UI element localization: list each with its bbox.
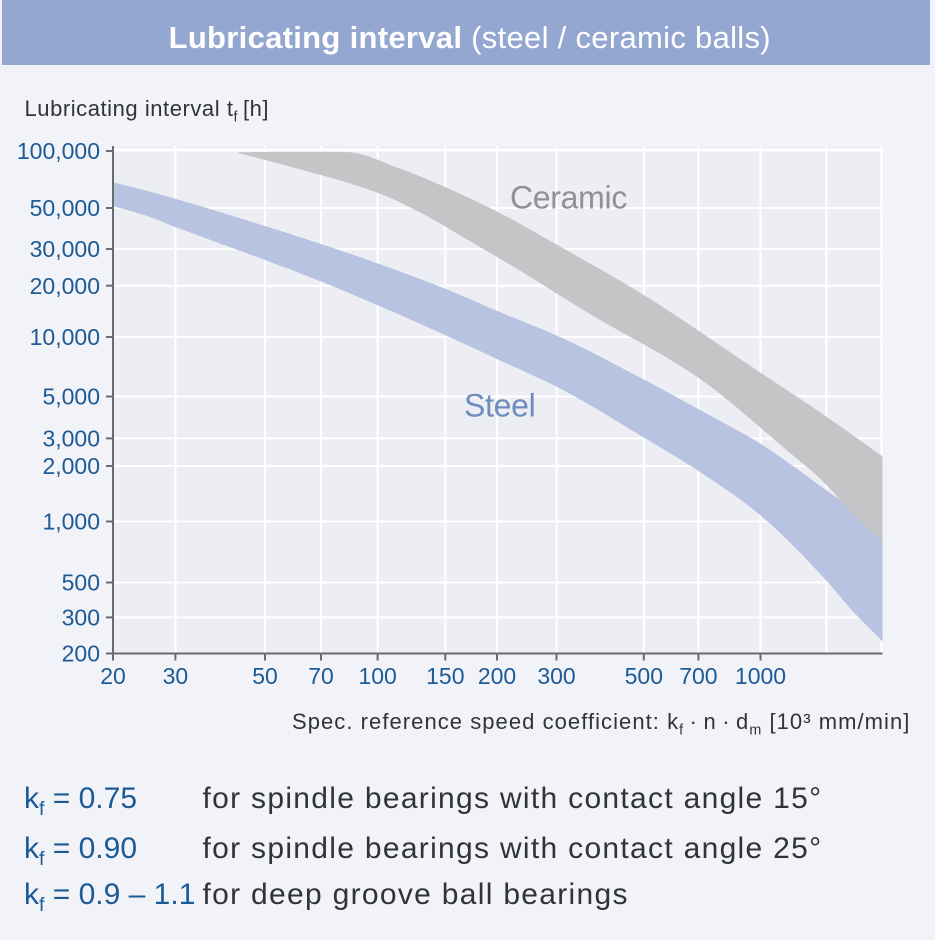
svg-text:50,000: 50,000 bbox=[30, 195, 100, 221]
svg-text:70: 70 bbox=[308, 663, 334, 689]
svg-text:20,000: 20,000 bbox=[30, 273, 100, 299]
svg-text:2,000: 2,000 bbox=[42, 453, 100, 479]
svg-text:3,000: 3,000 bbox=[42, 426, 100, 452]
svg-text:700: 700 bbox=[679, 663, 717, 689]
svg-text:Steel: Steel bbox=[464, 388, 535, 424]
svg-text:100,000: 100,000 bbox=[17, 138, 100, 164]
svg-text:30,000: 30,000 bbox=[30, 236, 100, 262]
svg-text:1000: 1000 bbox=[735, 663, 786, 689]
svg-text:300: 300 bbox=[537, 663, 575, 689]
svg-text:50: 50 bbox=[252, 663, 278, 689]
svg-text:300: 300 bbox=[62, 605, 100, 631]
svg-text:1,000: 1,000 bbox=[42, 509, 100, 535]
svg-text:Ceramic: Ceramic bbox=[510, 180, 627, 216]
svg-text:30: 30 bbox=[163, 663, 189, 689]
svg-text:20: 20 bbox=[100, 663, 126, 689]
svg-text:500: 500 bbox=[625, 663, 663, 689]
svg-text:150: 150 bbox=[426, 663, 464, 689]
svg-text:10,000: 10,000 bbox=[30, 324, 100, 350]
svg-text:500: 500 bbox=[62, 570, 100, 596]
svg-text:5,000: 5,000 bbox=[42, 384, 100, 410]
svg-text:200: 200 bbox=[62, 641, 100, 667]
svg-text:200: 200 bbox=[478, 663, 516, 689]
svg-text:100: 100 bbox=[358, 663, 396, 689]
